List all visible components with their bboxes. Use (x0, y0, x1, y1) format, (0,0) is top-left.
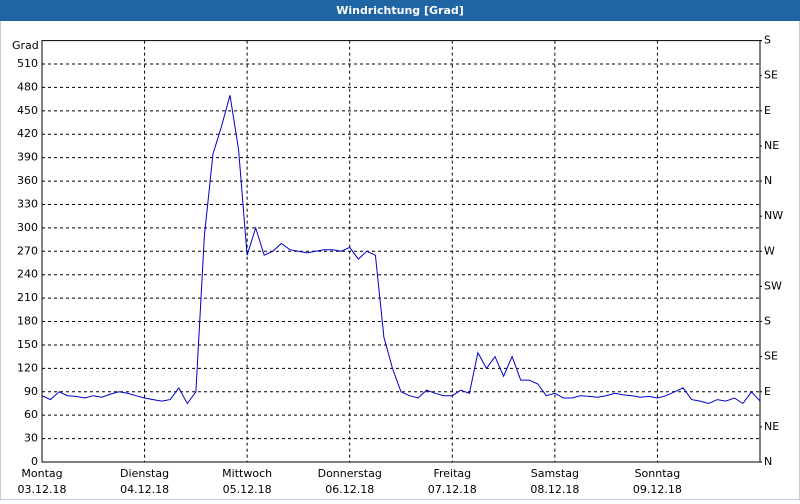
x-tick-date: 09.12.18 (633, 483, 682, 496)
x-tick-date: 07.12.18 (428, 483, 477, 496)
y2-tick-label: N (764, 174, 772, 187)
y2-tick-label: E (764, 104, 771, 117)
y2-tick-label: SE (764, 69, 778, 82)
y-tick-label: 510 (17, 57, 38, 70)
y2-tick-label: N (764, 455, 772, 468)
y2-tick-label: SE (764, 350, 778, 363)
chart-title: Windrichtung [Grad] (336, 4, 464, 17)
y-tick-label: 330 (17, 197, 38, 210)
y-tick-label: 210 (17, 291, 38, 304)
y2-tick-label: S (764, 34, 771, 47)
y-tick-label: 360 (17, 174, 38, 187)
y-tick-label: 390 (17, 151, 38, 164)
y-tick-label: 420 (17, 127, 38, 140)
x-tick-label: Sonntag (635, 467, 681, 480)
y-tick-label: 450 (17, 104, 38, 117)
y2-tick-label: SW (764, 279, 782, 292)
x-tick-date: 04.12.18 (120, 483, 169, 496)
y2-tick-label: S (764, 315, 771, 328)
y-tick-label: 480 (17, 80, 38, 93)
y2-tick-label: NE (764, 139, 779, 152)
x-tick-label: Dienstag (120, 467, 169, 480)
data-line (41, 95, 761, 405)
y-tick-label: 150 (17, 338, 38, 351)
x-tick-label: Freitag (433, 467, 471, 480)
y-axis-label: Grad (12, 39, 39, 52)
x-tick-label: Donnerstag (318, 467, 382, 480)
y-tick-label: 30 (24, 432, 38, 445)
x-tick-date: 08.12.18 (530, 483, 579, 496)
y2-tick-label: W (764, 244, 775, 257)
x-tick-label: Montag (21, 467, 62, 480)
y-tick-label: 0 (31, 455, 38, 468)
x-tick-label: Samstag (531, 467, 579, 480)
y2-tick-label: NW (764, 209, 783, 222)
y-tick-label: 90 (24, 385, 38, 398)
title-bar (0, 0, 800, 21)
x-tick-date: 06.12.18 (325, 483, 374, 496)
x-tick-label: Mittwoch (222, 467, 272, 480)
y-tick-label: 300 (17, 221, 38, 234)
y-tick-label: 120 (17, 361, 38, 374)
y-tick-label: 270 (17, 244, 38, 257)
y-tick-label: 180 (17, 315, 38, 328)
y2-tick-label: NE (764, 420, 779, 433)
y-tick-label: 60 (24, 408, 38, 421)
x-tick-date: 03.12.18 (18, 483, 67, 496)
y-tick-label: 240 (17, 268, 38, 281)
y2-tick-label: E (764, 385, 771, 398)
x-tick-date: 05.12.18 (223, 483, 272, 496)
